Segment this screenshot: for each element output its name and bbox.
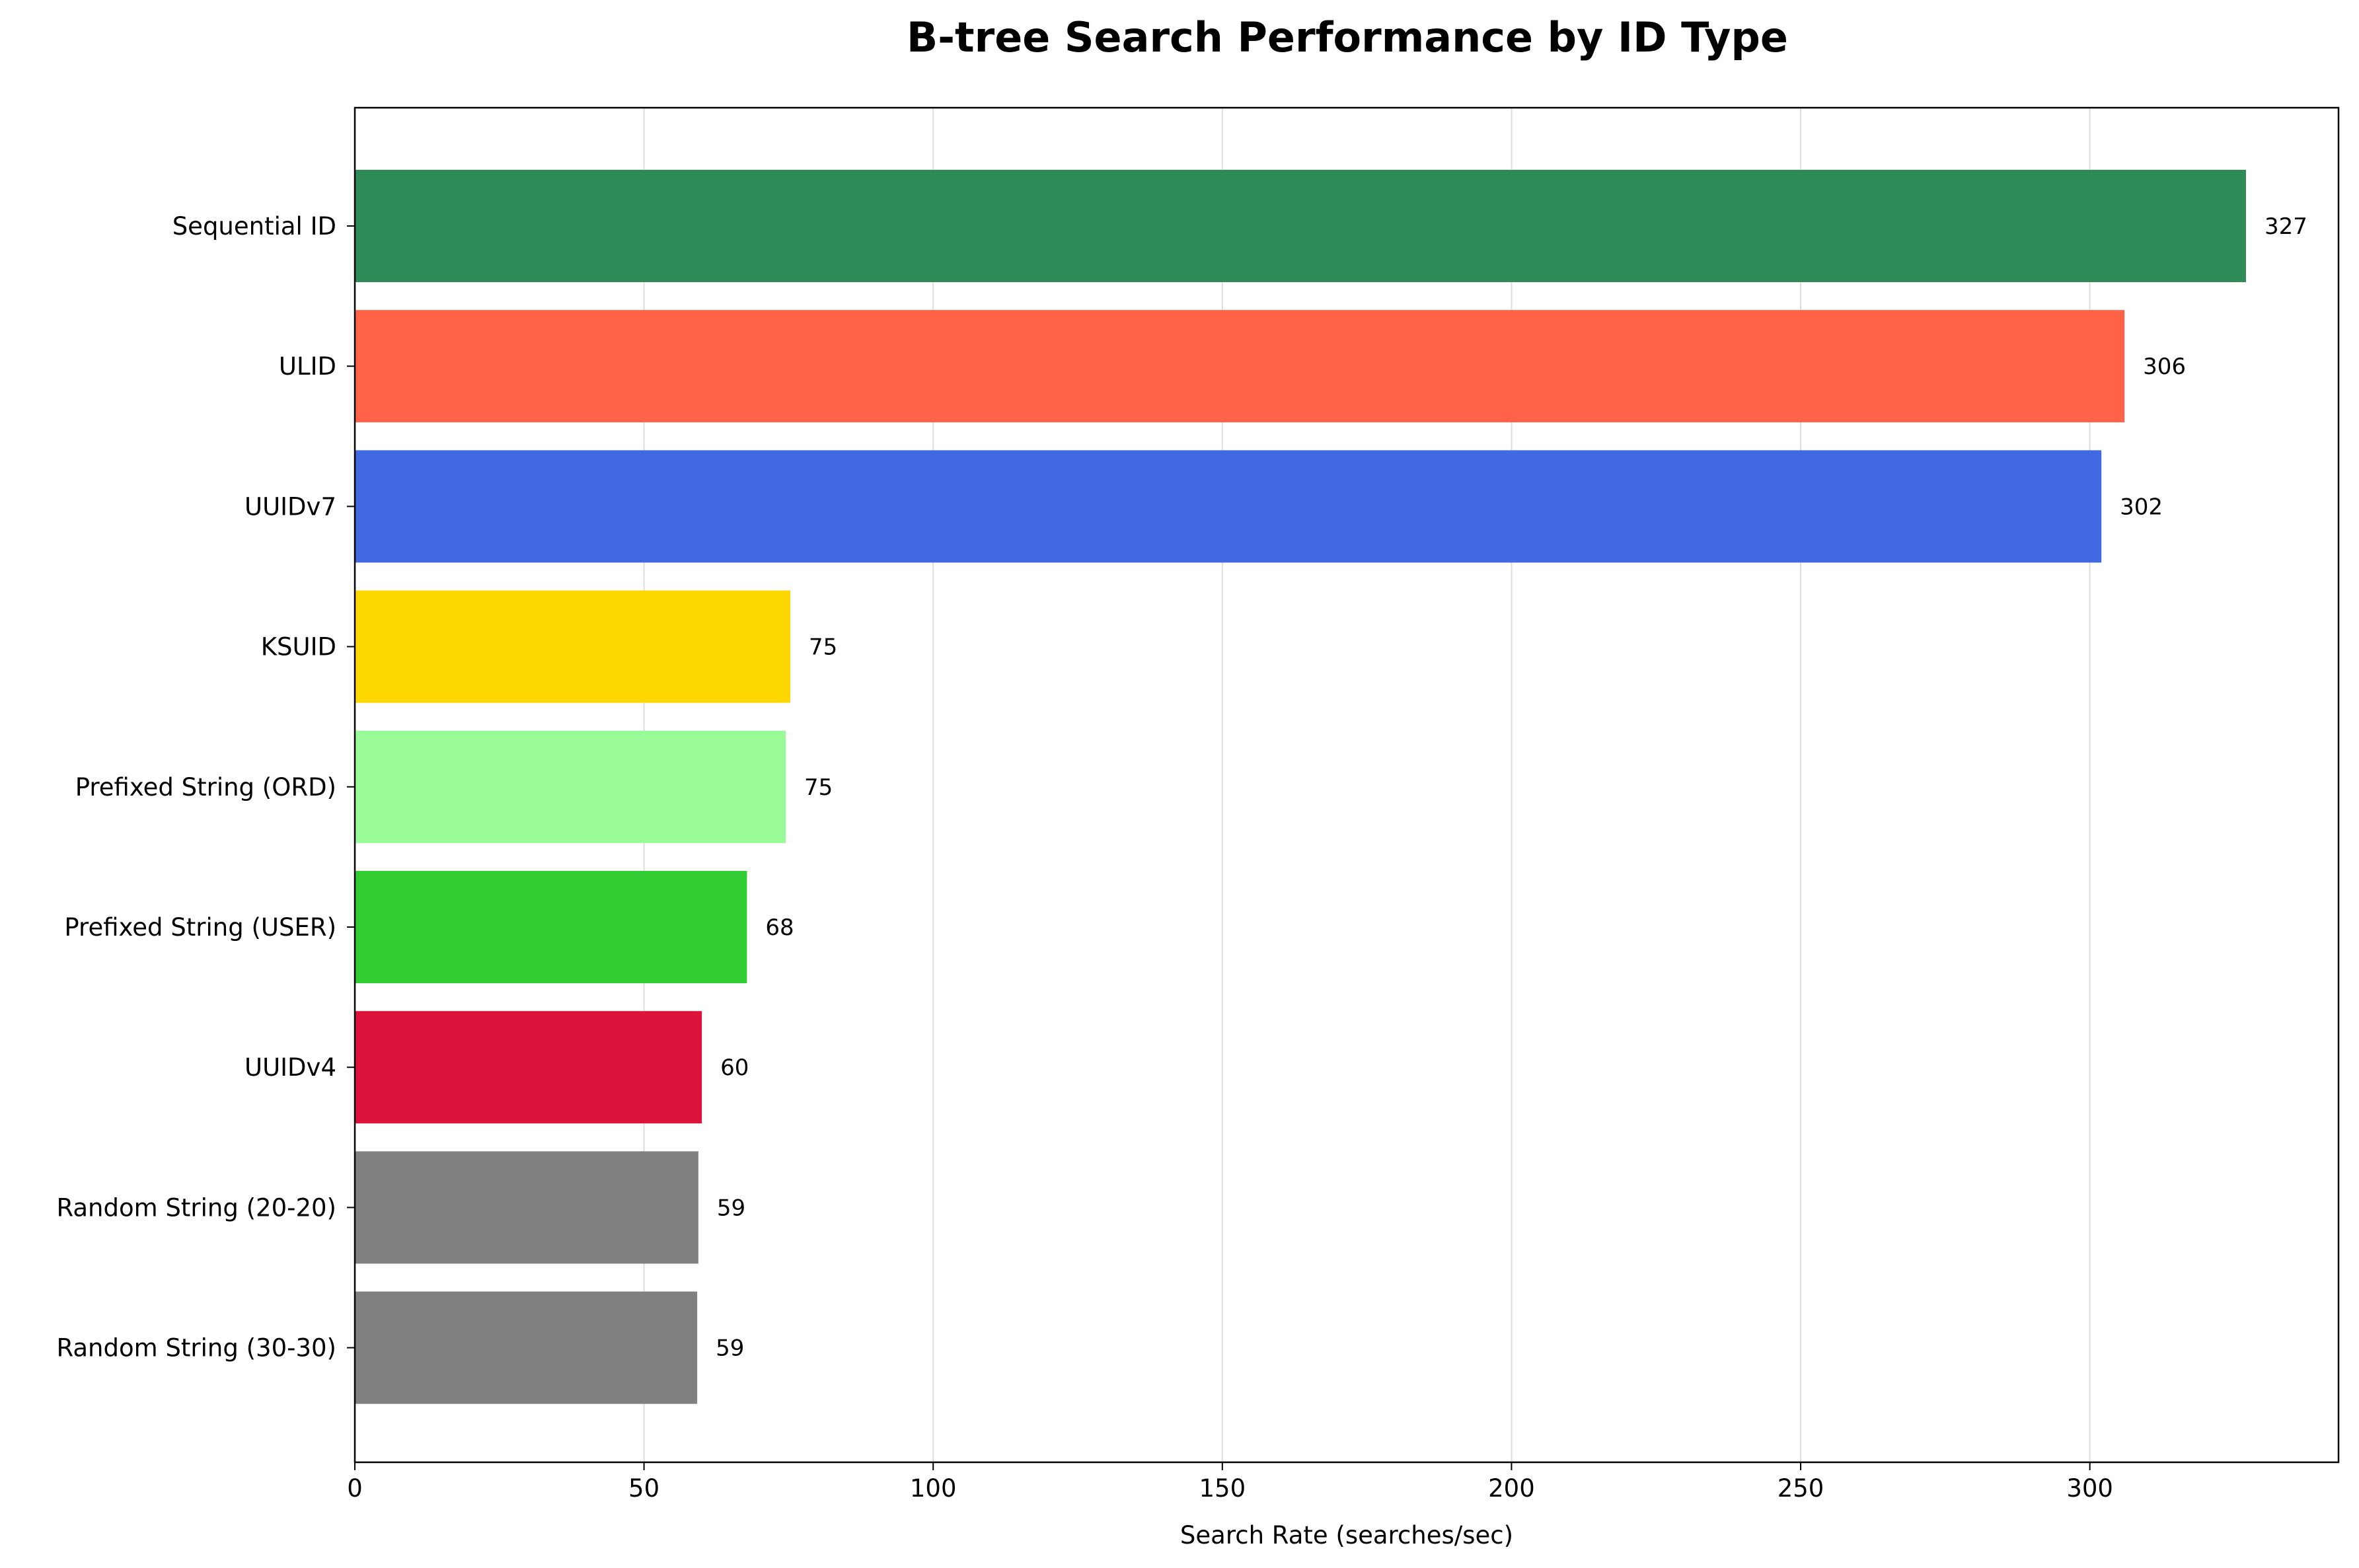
bar (355, 730, 786, 843)
y-tick-label: UUIDv4 (244, 1053, 336, 1082)
x-axis-ticks: 0 50 100 150 200 250 300 (347, 1462, 2113, 1503)
y-tick-label: Prefixed String (USER) (64, 913, 336, 942)
bar (355, 310, 2125, 423)
y-tick-label: Random String (30-30) (56, 1334, 336, 1363)
x-tick-label: 0 (347, 1474, 363, 1503)
bar-value-label: 59 (717, 1195, 745, 1221)
bar-value-label: 68 (765, 915, 794, 941)
bar-value-label: 306 (2143, 354, 2186, 380)
bar-value-label: 75 (804, 774, 833, 801)
y-tick-label: Prefixed String (ORD) (75, 773, 336, 802)
x-axis-label: Search Rate (searches/sec) (1180, 1521, 1513, 1549)
bar-value-label: 327 (2265, 213, 2307, 240)
chart-title: B-tree Search Performance by ID Type (907, 13, 1788, 61)
bar (355, 450, 2102, 563)
y-tick-label: UUIDv7 (244, 492, 336, 521)
bars (355, 170, 2246, 1404)
bar-value-label: 302 (2120, 494, 2163, 520)
bar (355, 1011, 702, 1124)
bar-value-label: 75 (809, 634, 837, 661)
x-tick-label: 300 (2066, 1474, 2113, 1503)
bar (355, 170, 2246, 282)
plot-area-frame (354, 106, 2340, 1464)
bar (355, 1151, 698, 1264)
x-tick-label: 100 (910, 1474, 957, 1503)
x-tick-label: 250 (1778, 1474, 1824, 1503)
y-tick-label: KSUID (261, 633, 336, 661)
y-axis-ticks: Sequential ID ULID UUIDv7 KSUID Prefixed Str… (56, 212, 355, 1363)
y-tick-label: ULID (279, 352, 336, 381)
x-tick-label: 200 (1488, 1474, 1535, 1503)
bar-value-label: 59 (716, 1335, 744, 1362)
x-tick-label: 50 (628, 1474, 659, 1503)
x-tick-label: 150 (1199, 1474, 1246, 1503)
bar (355, 1291, 698, 1404)
y-tick-label: Random String (20-20) (56, 1193, 336, 1222)
bar-value-label: 60 (720, 1055, 749, 1081)
bar (355, 871, 747, 983)
bar (355, 590, 791, 703)
bar-value-labels: 327 306 302 75 75 68 60 59 59 (716, 213, 2307, 1362)
y-tick-label: Sequential ID (172, 212, 336, 241)
